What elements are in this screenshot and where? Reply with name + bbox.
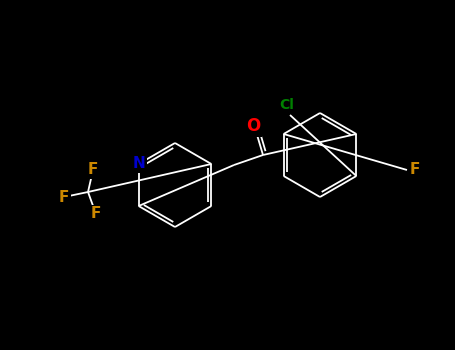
Text: Cl: Cl bbox=[279, 98, 294, 112]
Text: N: N bbox=[132, 156, 145, 172]
Text: O: O bbox=[246, 117, 260, 135]
Text: F: F bbox=[59, 189, 69, 204]
Text: F: F bbox=[88, 162, 98, 177]
Text: F: F bbox=[91, 206, 101, 222]
Text: F: F bbox=[410, 162, 420, 177]
